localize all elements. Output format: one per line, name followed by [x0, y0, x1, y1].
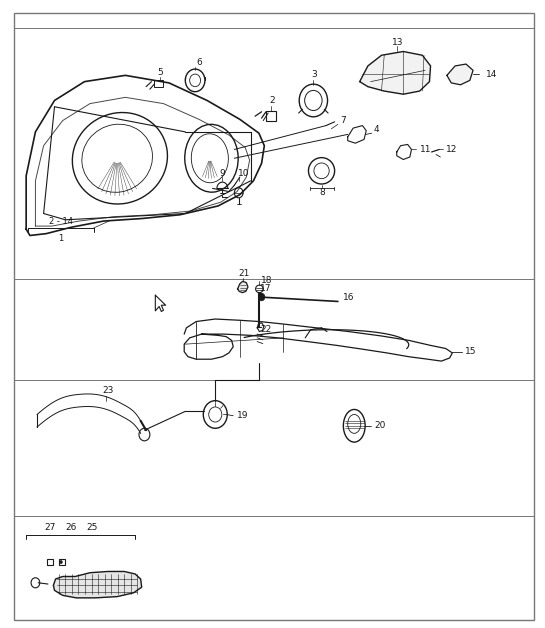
Text: 5: 5 [157, 68, 162, 77]
Text: 10: 10 [238, 169, 250, 178]
Text: 26: 26 [65, 523, 76, 532]
Circle shape [59, 560, 63, 564]
Text: 16: 16 [343, 293, 355, 301]
Circle shape [258, 293, 265, 301]
Text: 3: 3 [312, 70, 317, 78]
Text: 4: 4 [373, 126, 379, 134]
Polygon shape [155, 295, 166, 311]
Text: 8: 8 [320, 188, 325, 197]
Text: 11: 11 [420, 145, 431, 154]
Text: 2: 2 [270, 96, 275, 105]
Text: 14: 14 [486, 70, 498, 78]
Text: 6: 6 [196, 58, 202, 67]
Text: 1: 1 [58, 234, 64, 242]
Polygon shape [53, 571, 142, 598]
Text: 17: 17 [260, 284, 272, 293]
Text: 27: 27 [45, 523, 56, 532]
Bar [59, 559, 65, 565]
Text: 15: 15 [465, 347, 477, 356]
Text: 25: 25 [86, 523, 97, 532]
Bar [266, 111, 276, 121]
Text: 7: 7 [341, 116, 347, 125]
Bar [47, 559, 53, 565]
Polygon shape [238, 281, 248, 293]
Text: 9: 9 [220, 169, 225, 178]
Text: 19: 19 [237, 411, 248, 420]
Text: 22: 22 [261, 325, 271, 334]
Text: 21: 21 [239, 269, 250, 278]
Text: 12: 12 [446, 145, 457, 154]
Text: 20: 20 [374, 421, 385, 430]
Text: 13: 13 [392, 38, 404, 46]
Bar [154, 80, 163, 87]
Text: 2 - 14: 2 - 14 [49, 217, 73, 226]
Text: 23: 23 [102, 386, 113, 395]
Polygon shape [360, 51, 431, 94]
Text: 18: 18 [261, 276, 273, 285]
Polygon shape [447, 64, 473, 85]
